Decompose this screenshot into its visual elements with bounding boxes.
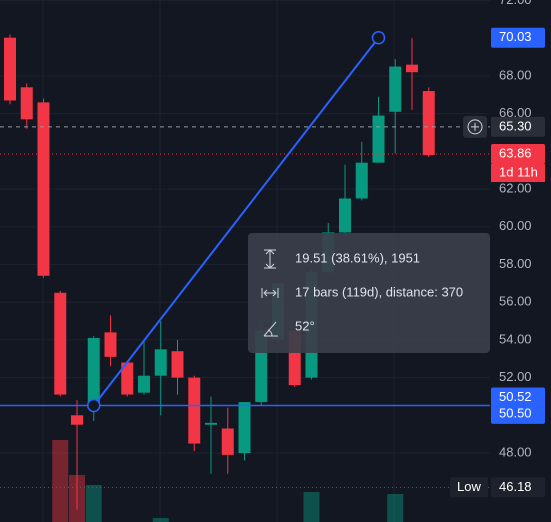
- price-label: 65.30: [499, 118, 532, 133]
- trend-handle: [371, 30, 386, 45]
- y-tick-label: 62.00: [499, 181, 532, 196]
- measure-bars: 17 bars (119d), distance: 370: [295, 284, 463, 299]
- candle-body: [339, 198, 351, 233]
- price-label: 46.18: [499, 479, 532, 494]
- candle-body: [138, 375, 150, 393]
- candle-body: [121, 362, 134, 395]
- trend-handle: [87, 398, 101, 413]
- volume-bar: [85, 485, 102, 522]
- volume-bar: [152, 518, 169, 522]
- price-label: 50.50: [499, 405, 532, 420]
- candle-body: [20, 87, 33, 120]
- price-label-box: [491, 387, 545, 408]
- volume-bar: [52, 440, 69, 522]
- tag-box: [450, 477, 488, 498]
- candle-body: [372, 115, 385, 163]
- volume-bar: [303, 492, 320, 522]
- price-label-box: [491, 403, 545, 424]
- price-label-box: [491, 164, 545, 183]
- price-label: 70.03: [499, 29, 532, 44]
- price-label-box: [491, 116, 545, 137]
- y-tick-label: 54.00: [499, 331, 532, 346]
- candle-body: [188, 377, 201, 444]
- candle-body: [104, 332, 117, 357]
- price-tag: Low: [457, 479, 481, 494]
- candle-body: [87, 338, 100, 406]
- candle-body: [171, 351, 184, 378]
- candle-body: [422, 91, 435, 156]
- y-tick-label: 72.00: [499, 0, 532, 7]
- measure-box: 19.51 (38.61%), 1951 17 bars (119d), dis…: [248, 233, 490, 353]
- candle-body: [37, 102, 50, 276]
- candle-body: [205, 422, 217, 425]
- y-tick-label: 48.00: [499, 444, 532, 459]
- measure-angle: 52°: [295, 318, 315, 333]
- candle-body: [406, 64, 418, 73]
- candle-body: [355, 162, 368, 199]
- measure-price: 19.51 (38.61%), 1951: [295, 250, 420, 265]
- volume-bar: [387, 494, 404, 522]
- candle-body: [221, 428, 234, 455]
- trend-line: [92, 37, 380, 407]
- price-label-sub: 1d 11h: [499, 164, 538, 179]
- plus-icon: [467, 119, 483, 135]
- price-label-box: [491, 27, 545, 48]
- price-axis: [490, 0, 551, 522]
- candle-body: [154, 349, 167, 376]
- candle-body: [389, 66, 402, 112]
- price-label-box: [491, 477, 545, 498]
- y-tick-label: 60.00: [499, 218, 532, 233]
- price-label: 50.52: [499, 389, 532, 404]
- y-tick-label: 52.00: [499, 369, 532, 384]
- plus: [471, 122, 479, 131]
- price-label-box: [491, 144, 545, 165]
- y-tick-label: 68.00: [499, 67, 532, 82]
- y-tick-label: 56.00: [499, 294, 532, 309]
- candle-body: [238, 402, 251, 454]
- candle-body: [54, 292, 67, 395]
- y-tick-label: 66.00: [499, 105, 532, 120]
- candle-body: [4, 37, 16, 101]
- candle-body: [71, 415, 83, 425]
- price-label: 63.86: [499, 145, 532, 160]
- y-tick-label: 58.00: [499, 256, 532, 271]
